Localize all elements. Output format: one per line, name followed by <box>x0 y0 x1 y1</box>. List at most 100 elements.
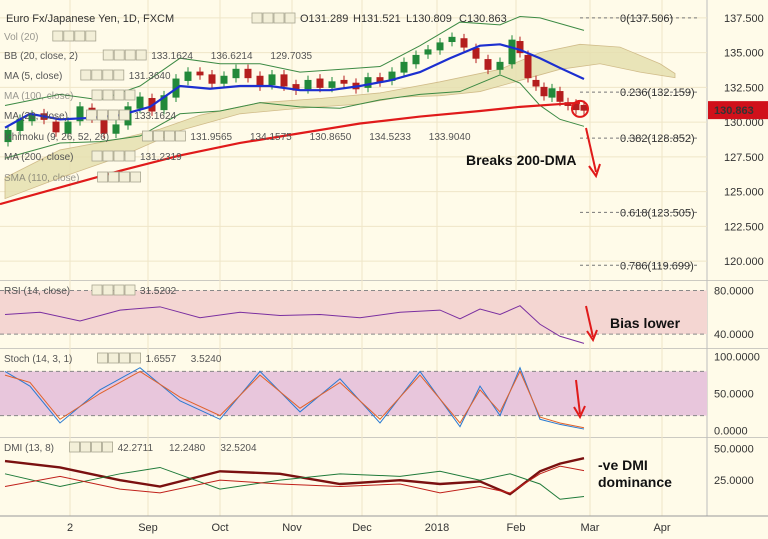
legend-control-button[interactable] <box>113 150 125 162</box>
indicator-legend-row[interactable]: Ichimoku (9, 26, 52, 26) 131.9565 134.1575… <box>4 130 471 143</box>
indicator-name: Ichimoku (9, 26, 52, 26) <box>4 132 109 143</box>
legend-control-button[interactable] <box>119 109 130 121</box>
indicator-legend-row[interactable]: MA (200, close) 131.2319 <box>4 150 182 163</box>
legend-control-button[interactable] <box>130 352 142 364</box>
legend-control-button[interactable] <box>102 89 114 101</box>
fib-level-label: 0.786(119.699) <box>620 260 694 272</box>
legend-control-button[interactable] <box>163 130 175 142</box>
legend-control-button[interactable] <box>52 30 64 42</box>
legend-control-button[interactable] <box>152 130 164 142</box>
candle-body <box>580 104 588 111</box>
time-tick-label: Feb <box>507 522 526 534</box>
legend-control-button[interactable] <box>113 49 125 61</box>
candle-body <box>316 78 324 88</box>
rsi-legend[interactable]: RSI (14, close) 31.5202 <box>4 284 177 297</box>
legend-control-button[interactable] <box>251 12 263 24</box>
breakdown-highlight-circle <box>571 99 589 118</box>
indicator-value: 134.1575 <box>250 132 292 143</box>
indicator-value: 129.7035 <box>270 51 312 62</box>
rsi-title: RSI (14, close) <box>4 286 70 297</box>
candle-body <box>76 106 84 122</box>
legend-control-button[interactable] <box>102 441 113 453</box>
rsi-arrow-head <box>586 329 598 343</box>
legend-control-button[interactable] <box>97 352 108 364</box>
rsi-band <box>0 290 707 335</box>
stoch-value: 3.5240 <box>191 354 222 365</box>
stoch-tick-label: 50.0000 <box>714 389 754 401</box>
legend-control-button[interactable] <box>102 150 114 162</box>
legend-control-button[interactable] <box>97 171 108 183</box>
legend-control-button[interactable] <box>135 49 147 61</box>
ohlc-value: L130.809 <box>406 13 452 25</box>
time-tick-label: Apr <box>653 522 670 534</box>
indicator-name: MA (100, close) <box>4 91 73 102</box>
legend-control-button[interactable] <box>141 130 153 142</box>
legend-control-button[interactable] <box>262 12 274 24</box>
candle-body <box>484 59 492 70</box>
legend-control-button[interactable] <box>85 30 97 42</box>
legend-control-button[interactable] <box>91 69 103 81</box>
legend-control-button[interactable] <box>130 171 142 183</box>
legend-control-button[interactable] <box>91 284 103 296</box>
down-arrow-head <box>588 163 601 179</box>
legend-control-button[interactable] <box>284 12 296 24</box>
candle-body <box>448 36 456 43</box>
legend-control-button[interactable] <box>124 89 136 101</box>
candle-body <box>472 47 480 59</box>
bollinger-lower-line <box>4 74 585 159</box>
legend-control-button[interactable] <box>91 441 102 453</box>
indicator-legend-row[interactable]: MA (100, close) <box>4 89 136 102</box>
legend-control-button[interactable] <box>102 284 114 296</box>
price-tick-label: 125.000 <box>724 187 764 199</box>
indicator-legend-row[interactable]: MA (5, close) 131.3640 <box>4 69 171 82</box>
legend-control-button[interactable] <box>124 284 136 296</box>
legend-control-button[interactable] <box>119 352 130 364</box>
legend-control-button[interactable] <box>113 284 125 296</box>
dmi-title: DMI (13, 8) <box>4 443 54 454</box>
candle-body <box>524 54 532 79</box>
price-tick-label: 137.500 <box>724 13 764 25</box>
legend-control-button[interactable] <box>80 69 92 81</box>
legend-control-button[interactable] <box>273 12 285 24</box>
indicator-name: BB (20, close, 2) <box>4 51 78 62</box>
legend-control-button[interactable] <box>124 150 136 162</box>
indicator-value: 134.5233 <box>369 132 411 143</box>
price-tick-label: 120.000 <box>724 256 764 268</box>
legend-control-button[interactable] <box>108 109 119 121</box>
legend-control-button[interactable] <box>63 30 75 42</box>
legend-control-button[interactable] <box>69 441 80 453</box>
candle-body <box>436 42 444 51</box>
legend-control-button[interactable] <box>124 49 136 61</box>
time-tick-label: Nov <box>282 522 302 534</box>
legend-control-button[interactable] <box>86 109 97 121</box>
legend-control-button[interactable] <box>74 30 86 42</box>
stoch-legend[interactable]: Stoch (14, 3, 1) 1.6557 3.5240 <box>4 352 222 365</box>
indicator-legend-row[interactable]: Vol (20) <box>4 30 97 43</box>
indicator-legend-row[interactable]: BB (20, close, 2) 133.1624 136.6214 129.703… <box>4 49 313 62</box>
candle-body <box>340 79 348 84</box>
stoch-tick-label: 100.0000 <box>714 352 760 364</box>
legend-control-button[interactable] <box>113 69 125 81</box>
ohlc-value: H131.521 <box>353 13 401 25</box>
annotation-breaks-200dma: Breaks 200-DMA <box>466 152 577 168</box>
candle-body <box>496 61 504 70</box>
legend-control-button[interactable] <box>91 150 103 162</box>
legend-control-button[interactable] <box>91 89 103 101</box>
indicator-legend-row[interactable]: MA (20, close) 133.1624 <box>4 109 177 122</box>
indicator-legend-row[interactable]: SMA (110, close) <box>4 171 142 184</box>
legend-control-button[interactable] <box>97 109 108 121</box>
legend-control-button[interactable] <box>113 89 125 101</box>
rsi-arrow-shaft <box>585 305 594 338</box>
stoch-value: 1.6557 <box>146 354 177 365</box>
legend-control-button[interactable] <box>108 352 119 364</box>
legend-control-button[interactable] <box>80 441 91 453</box>
legend-control-button[interactable] <box>102 69 114 81</box>
legend-control-button[interactable] <box>174 130 186 142</box>
legend-control-button[interactable] <box>108 171 119 183</box>
legend-control-button[interactable] <box>119 171 130 183</box>
candle-body <box>256 75 264 87</box>
dmi-legend[interactable]: DMI (13, 8) 42.2711 12.2480 32.5204 <box>4 441 257 454</box>
legend-control-button[interactable] <box>102 49 114 61</box>
